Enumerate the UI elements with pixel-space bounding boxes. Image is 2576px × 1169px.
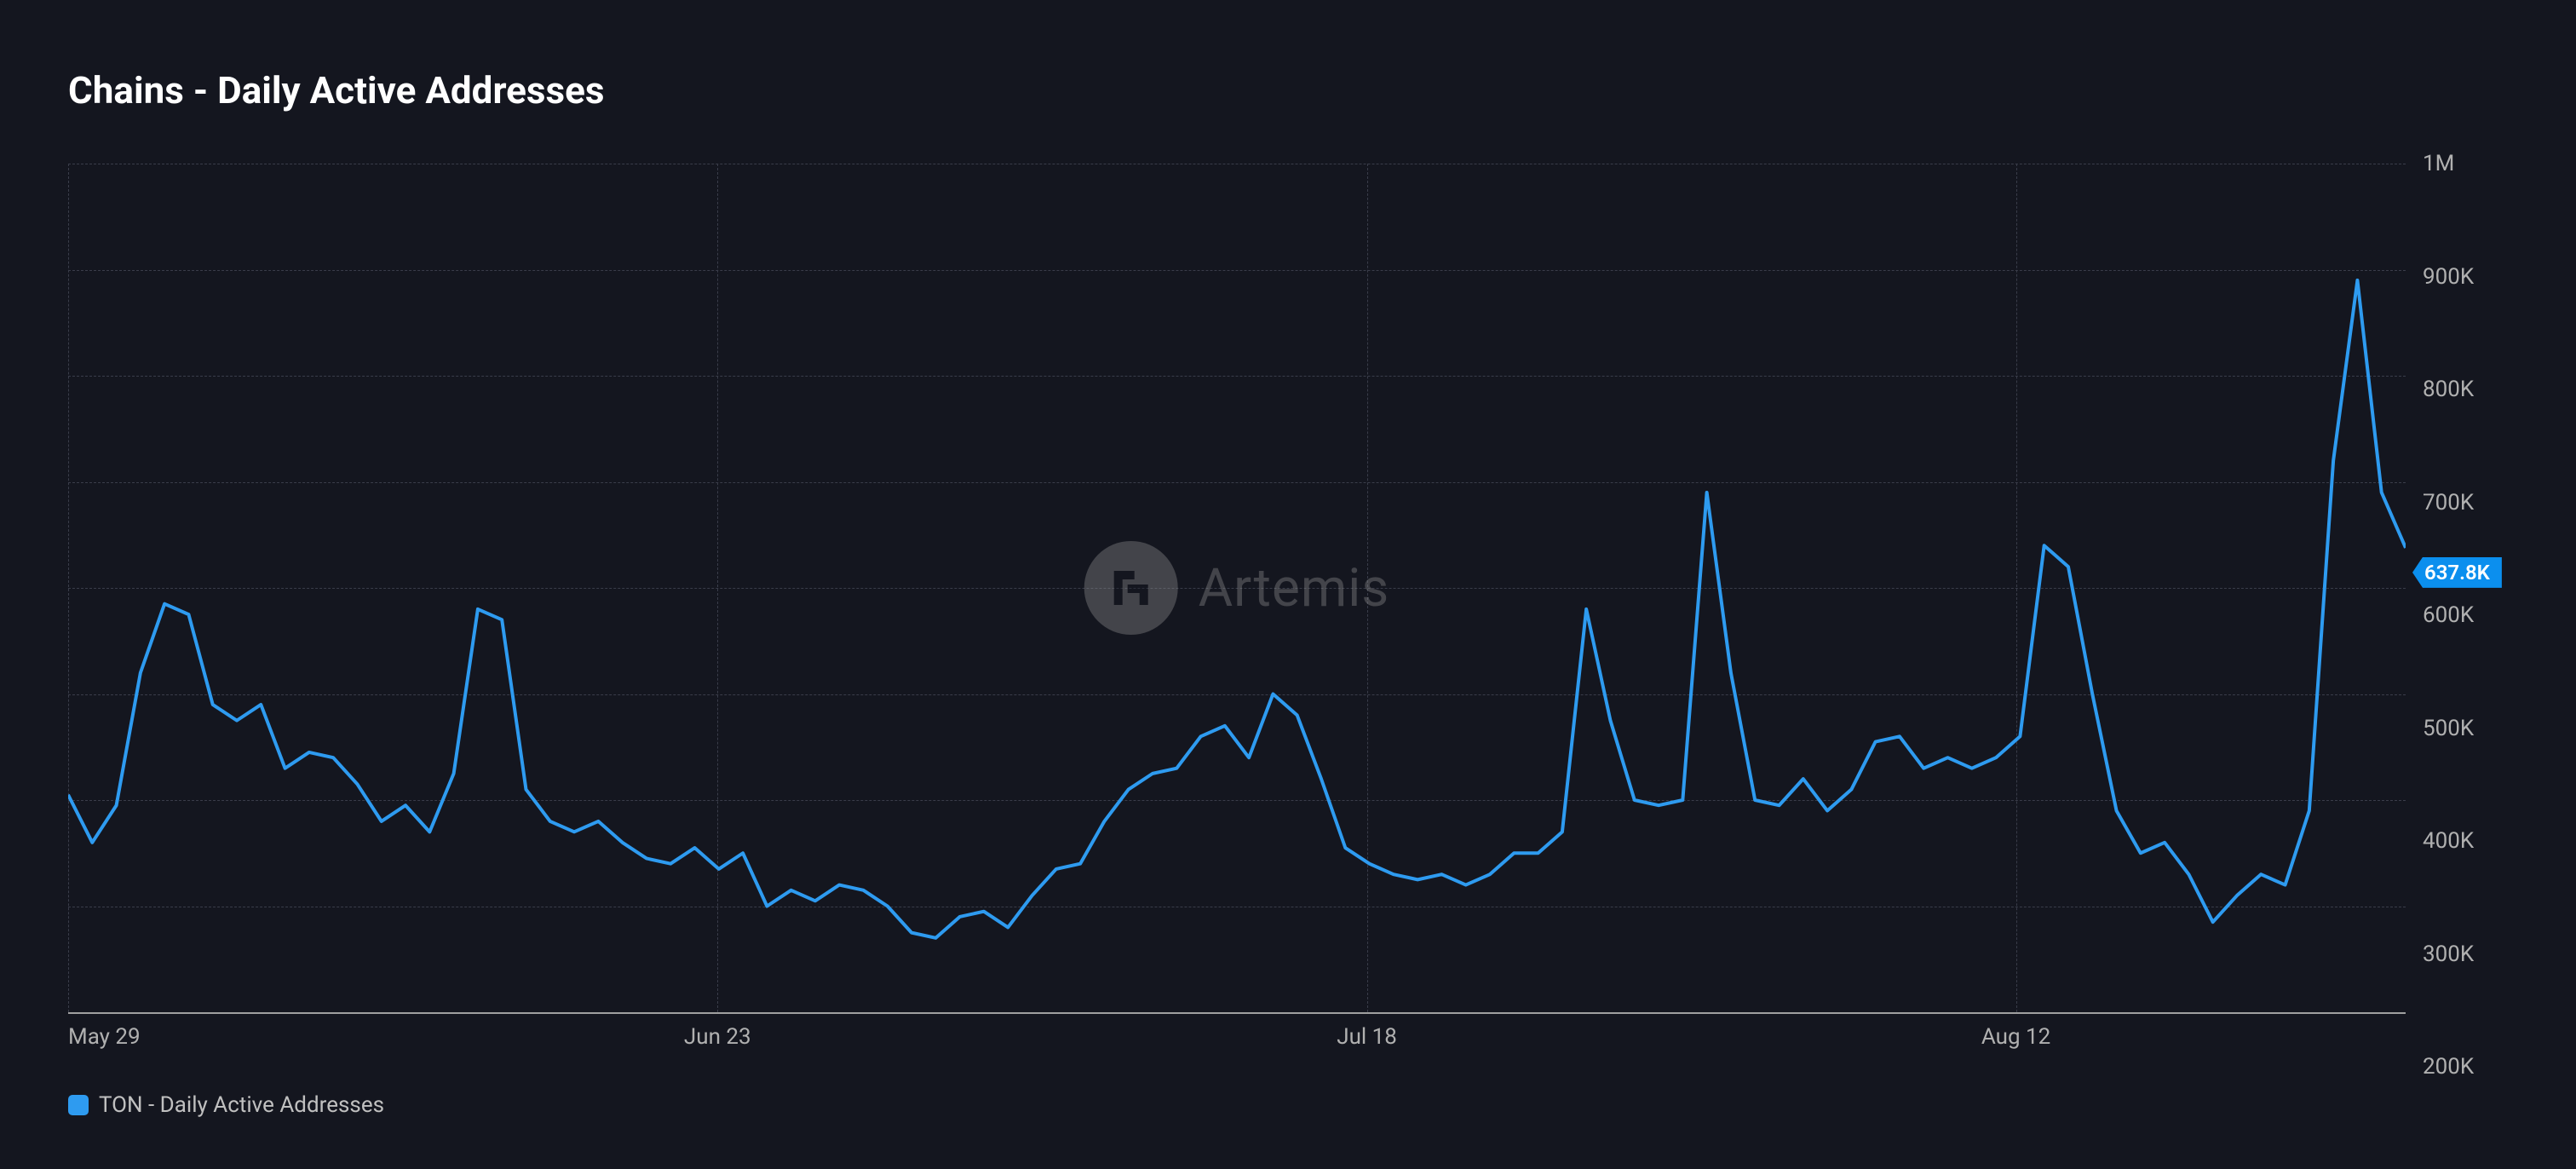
chart-area: Artemis May 29Jun 23Jul 18Aug 12 200K300… <box>68 164 2508 1067</box>
y-tick-label: 700K <box>2423 490 2474 515</box>
x-tick-label: May 29 <box>68 1024 141 1050</box>
legend-label: TON - Daily Active Addresses <box>99 1092 384 1118</box>
y-axis: 200K300K400K500K600K700K800K900K1M637.8K <box>2406 164 2508 1067</box>
plot: Artemis <box>68 164 2406 1014</box>
y-tick-label: 600K <box>2423 602 2474 628</box>
y-tick-label: 900K <box>2423 264 2474 290</box>
chart-container: Chains - Daily Active Addresses Artemis <box>0 0 2576 1169</box>
plot-wrapper: Artemis May 29 Jun 23 Jul 18 Aug 12 <box>68 164 2406 1067</box>
x-tick-label: Aug 12 <box>1981 1024 2050 1050</box>
line-chart-svg <box>68 164 2406 1012</box>
x-tick-label: Jul 18 <box>1337 1024 1397 1050</box>
chart-title: Chains - Daily Active Addresses <box>68 68 2508 112</box>
x-axis: May 29 Jun 23 Jul 18 Aug 12 <box>68 1024 2406 1067</box>
x-tick-label: Jun 23 <box>684 1024 751 1050</box>
legend: TON - Daily Active Addresses <box>68 1092 2508 1118</box>
y-tick-label: 800K <box>2423 377 2474 402</box>
current-value-badge: 637.8K <box>2412 557 2502 588</box>
series-line <box>68 280 2406 938</box>
y-tick-label: 1M <box>2423 151 2454 176</box>
y-tick-label: 300K <box>2423 942 2474 967</box>
y-tick-label: 200K <box>2423 1054 2474 1080</box>
legend-swatch <box>68 1095 89 1115</box>
y-tick-label: 500K <box>2423 716 2474 741</box>
y-tick-label: 400K <box>2423 828 2474 854</box>
